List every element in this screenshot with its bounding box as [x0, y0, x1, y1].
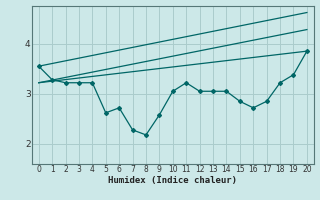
- X-axis label: Humidex (Indice chaleur): Humidex (Indice chaleur): [108, 176, 237, 185]
